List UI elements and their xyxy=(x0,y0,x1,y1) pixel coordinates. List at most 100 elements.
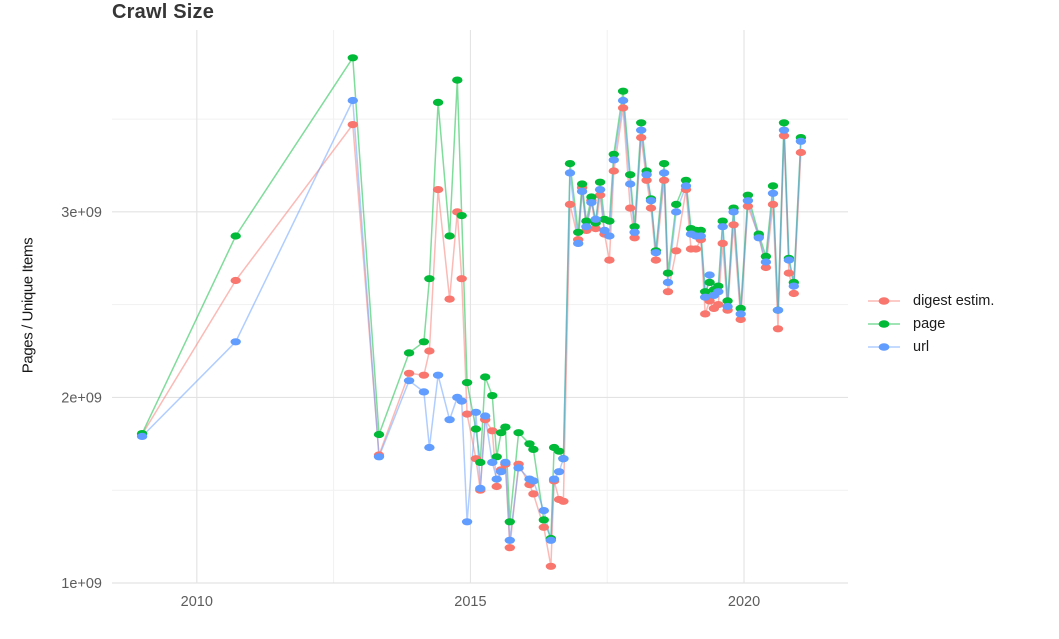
data-point-url xyxy=(717,223,728,231)
data-point-url xyxy=(695,232,706,240)
data-point-page xyxy=(778,119,790,127)
legend-label-page: page xyxy=(913,315,946,332)
data-point-page xyxy=(604,217,615,225)
data-point-url xyxy=(645,197,657,205)
data-point-page xyxy=(625,171,636,179)
data-point-url xyxy=(495,468,507,476)
data-point-page xyxy=(424,275,435,283)
data-point-url xyxy=(753,234,764,242)
y-tick-label: 1e+09 xyxy=(61,576,102,592)
y-tick-label: 2e+09 xyxy=(61,390,102,406)
data-point-digest xyxy=(528,490,539,498)
legend-key-dot xyxy=(878,342,890,351)
data-point-url xyxy=(586,199,597,207)
data-point-url xyxy=(558,455,569,463)
data-point-url xyxy=(230,338,241,346)
data-point-page xyxy=(617,87,629,95)
data-point-page xyxy=(573,228,584,236)
data-point-url xyxy=(772,306,784,314)
data-point-digest xyxy=(690,245,702,253)
data-point-url xyxy=(650,249,662,257)
data-point-url xyxy=(778,126,790,134)
data-point-digest xyxy=(641,176,652,184)
data-point-page xyxy=(695,226,706,234)
data-point-digest xyxy=(671,247,682,255)
data-point-url xyxy=(581,223,592,231)
data-point-url xyxy=(742,197,754,205)
data-point-digest xyxy=(760,263,772,272)
data-point-page xyxy=(432,98,444,106)
data-point-url xyxy=(373,453,385,461)
legend: digest estim. page url xyxy=(867,291,994,356)
x-tick-label: 2020 xyxy=(728,594,760,610)
data-point-url xyxy=(470,408,482,416)
data-point-digest xyxy=(625,204,636,212)
data-point-url xyxy=(722,302,733,311)
data-point-url xyxy=(728,208,739,216)
data-point-digest xyxy=(604,256,615,264)
data-point-url xyxy=(513,464,524,472)
data-point-url xyxy=(636,126,647,134)
legend-key-url xyxy=(868,342,900,351)
data-point-page xyxy=(680,176,692,184)
data-point-digest xyxy=(717,239,728,247)
data-point-url xyxy=(576,187,588,195)
data-point-page xyxy=(480,373,491,381)
data-point-page xyxy=(564,160,576,168)
data-point-url xyxy=(528,477,539,485)
data-point-digest xyxy=(728,221,739,229)
data-point-page xyxy=(713,282,724,290)
data-point-page xyxy=(524,440,535,448)
data-point-digest xyxy=(795,148,807,157)
data-point-digest xyxy=(538,523,549,531)
data-point-digest xyxy=(735,315,746,324)
legend-label-url: url xyxy=(913,338,930,355)
data-point-page xyxy=(347,54,358,62)
data-point-digest xyxy=(713,301,724,309)
data-point-url xyxy=(418,388,430,396)
data-point-url xyxy=(456,397,467,405)
data-point-digest xyxy=(504,544,515,552)
data-point-url xyxy=(760,258,772,266)
data-point-page xyxy=(538,516,549,524)
data-point-url xyxy=(662,278,674,286)
data-point-digest xyxy=(491,482,502,491)
data-point-url xyxy=(625,180,636,188)
data-point-url xyxy=(504,536,515,544)
data-point-page xyxy=(470,425,482,433)
data-point-digest xyxy=(658,176,670,184)
y-axis-title: Pages / Unique Items xyxy=(19,237,37,374)
legend-key-dot xyxy=(878,296,890,305)
data-point-digest xyxy=(418,371,430,379)
data-point-page xyxy=(528,445,539,453)
data-point-url xyxy=(788,282,799,290)
data-point-page xyxy=(767,182,779,190)
data-point-page xyxy=(475,458,486,466)
data-point-url xyxy=(424,443,435,452)
data-point-page xyxy=(704,278,715,286)
data-point-digest xyxy=(778,132,790,140)
gridlines xyxy=(112,30,848,584)
data-point-page xyxy=(504,518,515,526)
data-point-digest xyxy=(545,562,557,570)
data-point-page xyxy=(418,338,430,346)
y-tick-label: 3e+09 xyxy=(61,205,102,221)
data-point-page xyxy=(742,191,754,199)
data-point-url xyxy=(783,256,795,264)
series-line-digest xyxy=(141,107,802,568)
axis-tick-labels: 1e+09 2e+09 3e+09 2010 2015 2020 xyxy=(61,205,760,610)
data-point-digest xyxy=(700,310,711,318)
data-point-url xyxy=(795,137,807,145)
legend-label-digest: digest estim. xyxy=(913,292,995,309)
x-tick-label: 2015 xyxy=(454,594,486,610)
data-point-page xyxy=(491,453,502,461)
data-point-url xyxy=(564,169,576,177)
data-point-digest xyxy=(767,200,779,208)
data-point-digest xyxy=(788,289,799,298)
data-point-page xyxy=(760,252,772,260)
data-point-url xyxy=(671,208,682,216)
data-point-digest xyxy=(564,200,576,208)
data-point-digest xyxy=(461,410,473,418)
data-point-url xyxy=(444,416,455,424)
data-point-page xyxy=(230,232,241,240)
